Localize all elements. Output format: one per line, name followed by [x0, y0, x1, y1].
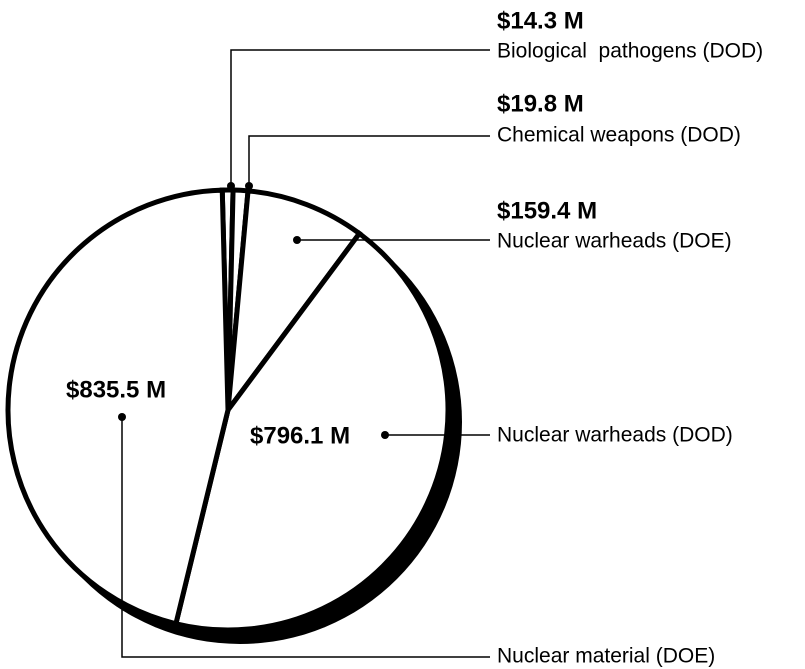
- value-label: $796.1 M: [250, 422, 350, 449]
- leader-dot: [118, 413, 126, 421]
- category-label: Nuclear warheads (DOE): [497, 230, 732, 253]
- pie-slice: [172, 230, 451, 633]
- leader-line: [121, 417, 490, 658]
- category-label: Biological pathogens (DOD): [497, 40, 763, 63]
- value-label: $19.8 M: [497, 90, 584, 117]
- leader-dot: [293, 236, 301, 244]
- pie-slice: [224, 188, 363, 419]
- category-label: Chemical weapons (DOD): [497, 124, 741, 147]
- value-label: $835.5 M: [66, 376, 166, 403]
- pie-slice: [5, 187, 231, 627]
- leader-line: [248, 135, 490, 186]
- leader-dot: [227, 182, 235, 190]
- category-label: Nuclear warheads (DOD): [497, 424, 733, 447]
- value-label: $14.3 M: [497, 7, 584, 34]
- value-label: $159.4 M: [497, 197, 597, 224]
- leader-line: [230, 49, 490, 186]
- leader-dot: [381, 431, 389, 439]
- category-label: Nuclear material (DOE): [497, 645, 715, 668]
- leader-dot: [245, 182, 253, 190]
